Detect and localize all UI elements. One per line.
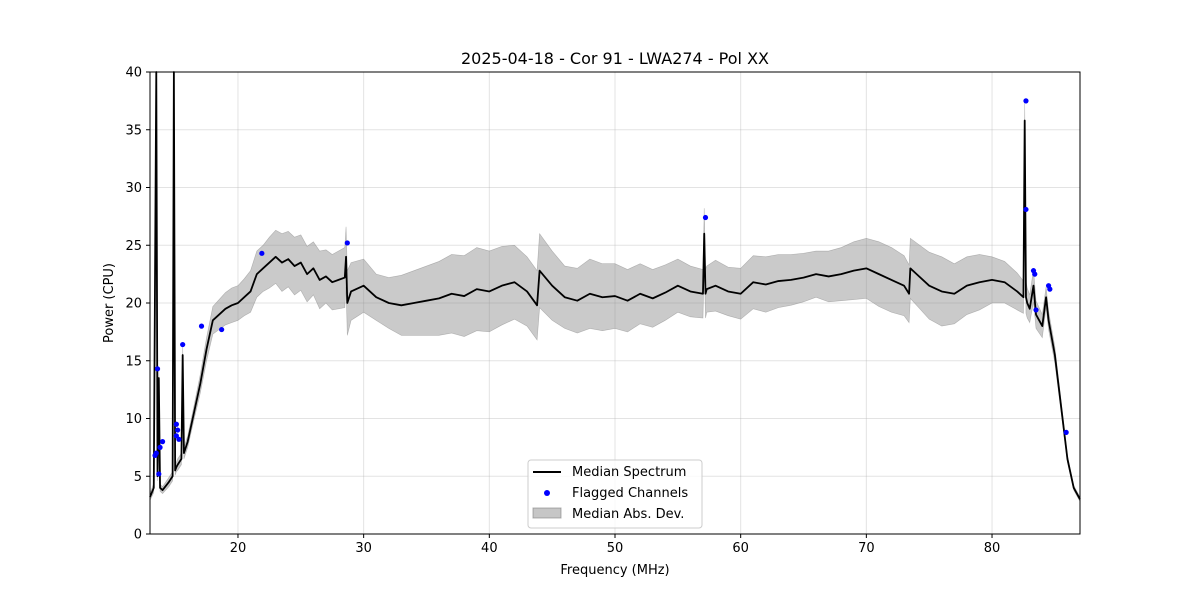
median-line bbox=[149, 71, 1081, 500]
flagged-points bbox=[152, 98, 1069, 477]
flagged-point bbox=[175, 427, 181, 433]
x-axis-label: Frequency (MHz) bbox=[560, 563, 669, 578]
x-tick-label: 70 bbox=[858, 541, 875, 556]
x-tick-label: 80 bbox=[984, 541, 1001, 556]
legend-box bbox=[527, 459, 703, 529]
x-tick-label: 60 bbox=[732, 541, 749, 556]
x-tick-label: 30 bbox=[355, 541, 372, 556]
flagged-point bbox=[180, 341, 186, 348]
flagged-point bbox=[173, 421, 179, 427]
y-tick-label: 10 bbox=[125, 412, 142, 427]
legend: Median Spectrum Flagged Channels Median … bbox=[527, 459, 703, 529]
y-axis-label: Power (CPU) bbox=[102, 263, 117, 343]
legend-mad-swatch bbox=[532, 507, 562, 519]
legend-mad-label: Median Abs. Dev. bbox=[572, 507, 684, 522]
flagged-point bbox=[1047, 286, 1053, 292]
flagged-point bbox=[1023, 206, 1029, 213]
chart-title: 2025-04-18 - Cor 91 - LWA274 - Pol XX bbox=[461, 49, 769, 68]
y-tick-label: 40 bbox=[125, 66, 142, 81]
flagged-point bbox=[1063, 429, 1069, 435]
flagged-point bbox=[1023, 98, 1029, 104]
flagged-point bbox=[156, 471, 162, 477]
y-tick-label: 0 bbox=[134, 528, 142, 543]
median-spectrum-line bbox=[149, 71, 1081, 500]
flagged-point bbox=[259, 250, 265, 256]
y-tick-label: 25 bbox=[125, 239, 142, 254]
flagged-point bbox=[176, 436, 182, 442]
flagged-point bbox=[219, 326, 225, 333]
flagged-point bbox=[1033, 307, 1039, 313]
flagged-point bbox=[198, 323, 205, 329]
x-axis-ticks: 20 30 40 50 60 70 80 bbox=[230, 534, 1001, 556]
y-axis-ticks: 0 5 10 15 20 25 30 35 40 bbox=[125, 66, 150, 543]
y-tick-label: 5 bbox=[134, 470, 142, 485]
legend-flagged-swatch bbox=[544, 490, 550, 496]
flagged-point bbox=[154, 366, 161, 372]
y-tick-label: 15 bbox=[125, 354, 142, 369]
x-tick-label: 40 bbox=[481, 541, 498, 556]
y-tick-label: 35 bbox=[125, 123, 142, 138]
flagged-point bbox=[153, 450, 159, 456]
flagged-point bbox=[159, 439, 166, 445]
flagged-point bbox=[344, 240, 350, 246]
y-tick-label: 20 bbox=[125, 297, 142, 312]
y-tick-label: 30 bbox=[125, 181, 142, 196]
flagged-point bbox=[157, 444, 163, 450]
x-tick-label: 20 bbox=[230, 541, 247, 556]
flagged-point bbox=[702, 214, 709, 221]
flagged-point bbox=[1032, 271, 1038, 277]
legend-median-label: Median Spectrum bbox=[572, 465, 686, 480]
x-tick-label: 50 bbox=[607, 541, 624, 556]
legend-flagged-label: Flagged Channels bbox=[572, 486, 688, 501]
